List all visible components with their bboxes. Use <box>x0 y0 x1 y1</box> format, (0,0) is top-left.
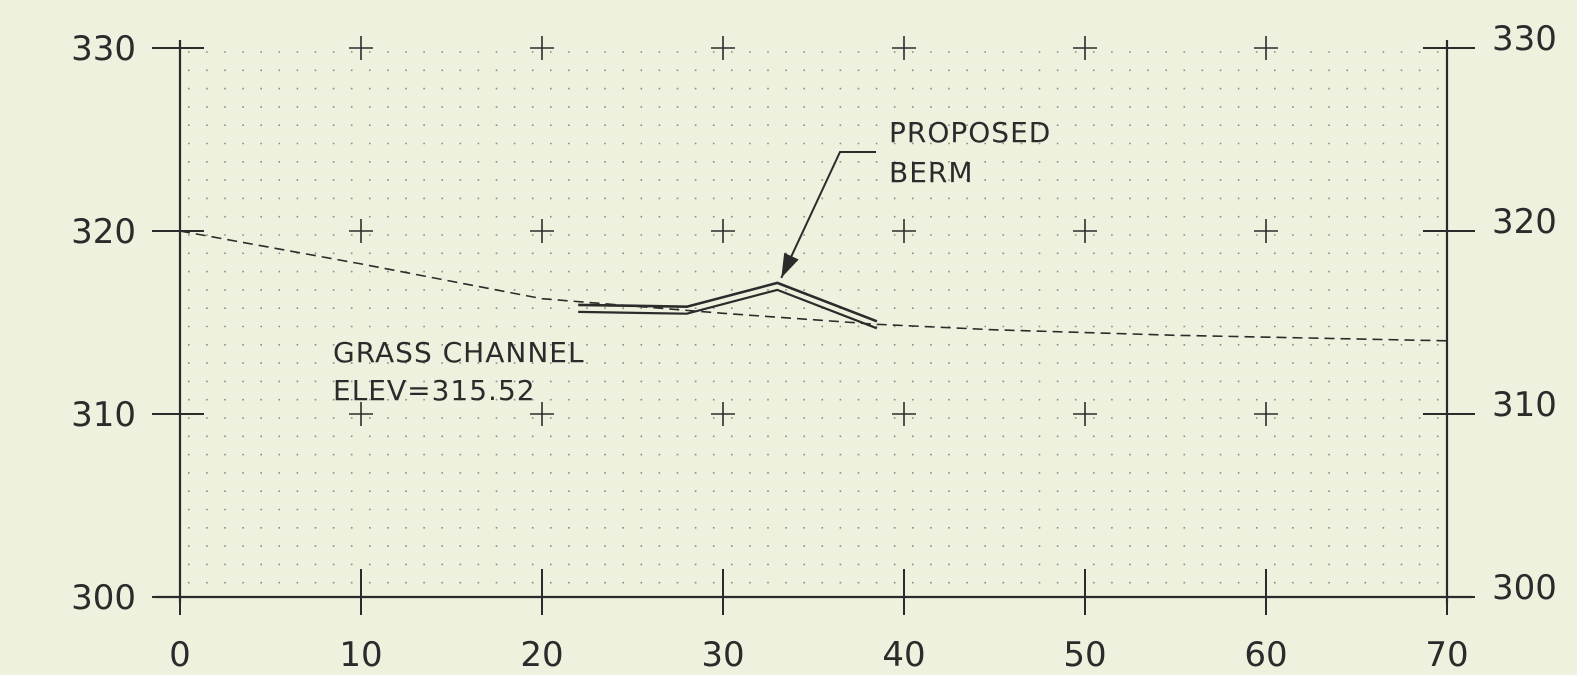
grid-cross <box>1073 36 1097 60</box>
grid-dot-pattern <box>188 51 1439 584</box>
berm-label-line2: BERM <box>889 156 974 189</box>
grid-dots <box>188 51 1439 584</box>
grid-cross <box>711 36 735 60</box>
berm-leader-arrow <box>780 151 876 279</box>
grid-cross <box>892 36 916 60</box>
existing-ground-line <box>179 230 1448 342</box>
x-tick-label: 20 <box>520 635 563 675</box>
grid-cross <box>892 219 916 243</box>
x-tick-label: 40 <box>882 635 925 675</box>
grid-cross <box>349 36 373 60</box>
grid-cross <box>1073 219 1097 243</box>
grid-cross <box>530 402 554 426</box>
grid-cross <box>349 402 373 426</box>
y-tick-labels: 300 300 310 310 320 320 330 330 <box>71 19 1557 618</box>
grid-cross <box>530 219 554 243</box>
channel-label-line2: ELEV=315.52 <box>333 374 536 407</box>
grid-cross <box>1254 36 1278 60</box>
y-tick-label-left: 330 <box>71 29 136 69</box>
berm-label-line1: PROPOSED <box>889 116 1051 149</box>
y-tick-label-left: 320 <box>71 212 136 252</box>
grid-crosses <box>349 36 1278 426</box>
grid-cross <box>711 402 735 426</box>
x-tick-labels: 0 10 20 30 40 50 60 70 <box>169 635 1468 675</box>
x-tick-label: 10 <box>339 635 382 675</box>
berm-arrowhead <box>781 252 799 278</box>
berm-top-line <box>578 281 878 323</box>
grid-cross <box>349 219 373 243</box>
grid-cross <box>711 219 735 243</box>
y-tick-label-right: 320 <box>1492 202 1557 242</box>
x-tick-label: 30 <box>701 635 744 675</box>
grid-cross <box>1254 402 1278 426</box>
grid-cross <box>892 402 916 426</box>
grid-cross <box>530 36 554 60</box>
grid-cross <box>1254 219 1278 243</box>
x-tick-label: 50 <box>1063 635 1106 675</box>
x-tick-label: 60 <box>1244 635 1287 675</box>
y-tick-label-left: 310 <box>71 395 136 435</box>
x-tick-label: 0 <box>169 635 191 675</box>
berm-bottom-line <box>578 288 878 330</box>
y-tick-label-right: 300 <box>1492 568 1557 608</box>
x-tick-label: 70 <box>1425 635 1468 675</box>
y-tick-label-right: 310 <box>1492 385 1557 425</box>
y-tick-label-left: 300 <box>71 578 136 618</box>
profile-lines <box>179 230 1448 342</box>
y-tick-label-right: 330 <box>1492 19 1557 59</box>
grid-cross <box>1073 402 1097 426</box>
channel-label-line1: GRASS CHANNEL <box>333 336 585 369</box>
axes <box>152 40 1475 615</box>
